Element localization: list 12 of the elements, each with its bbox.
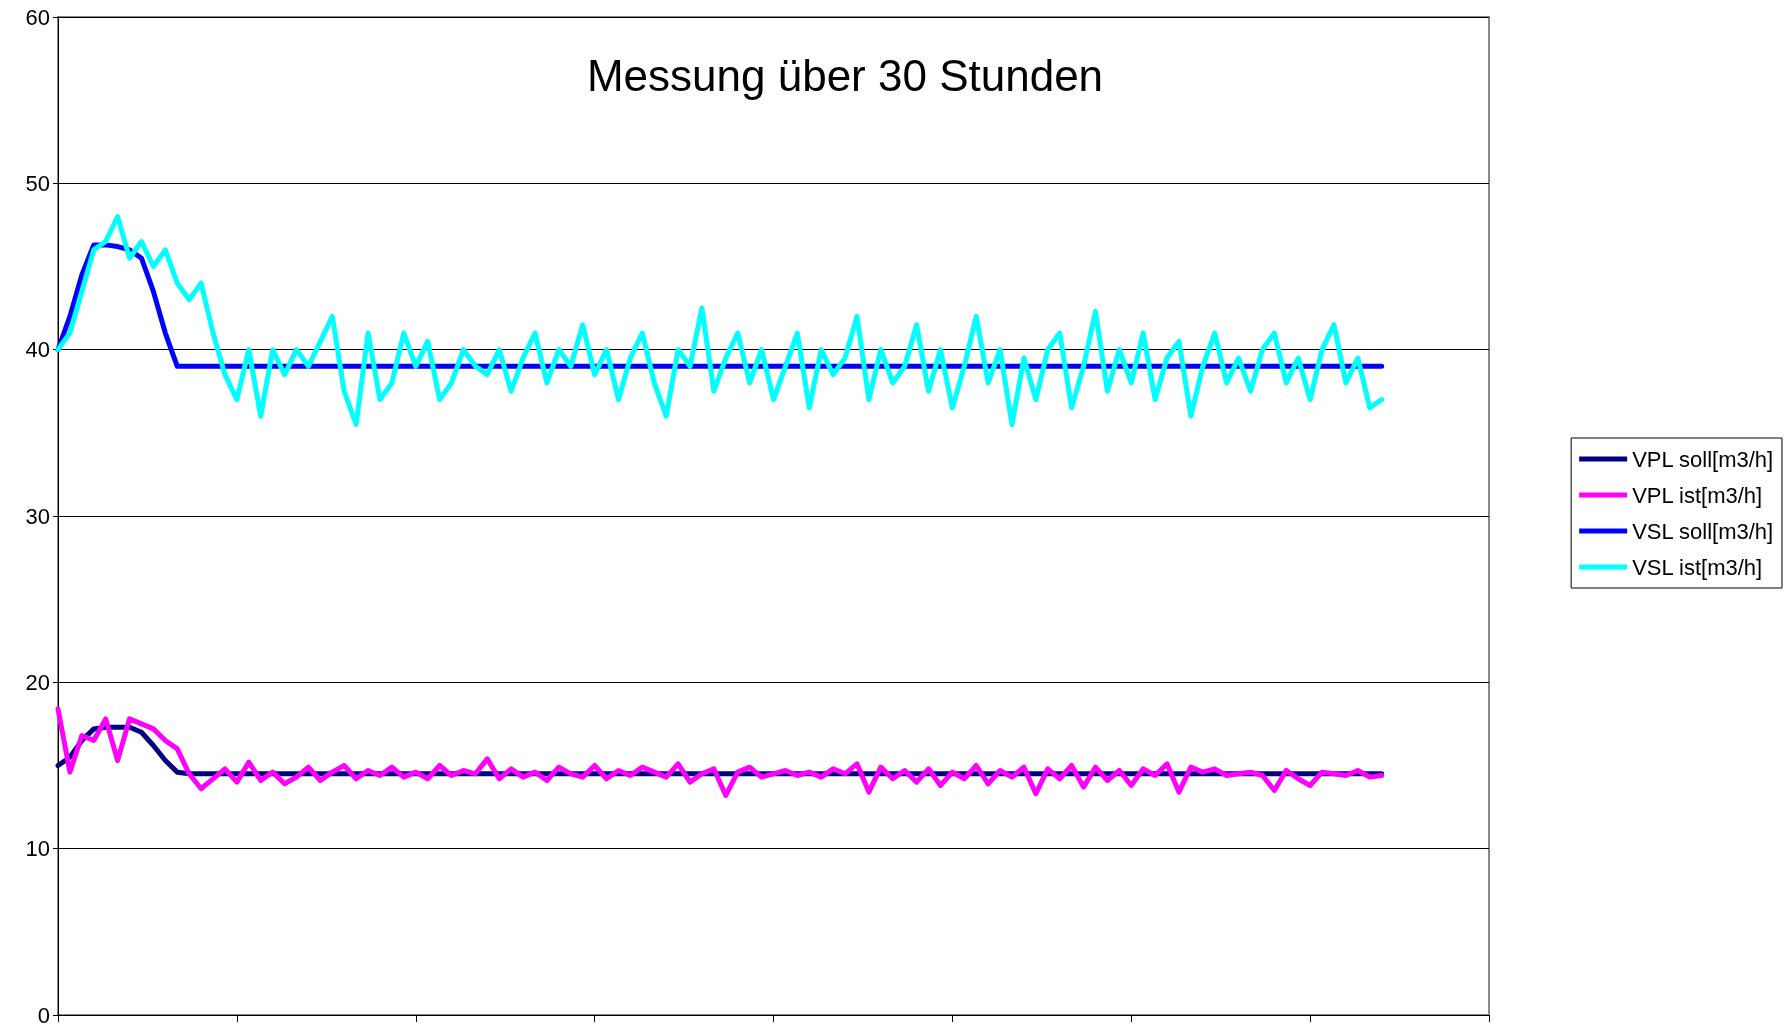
y-tick-label: 60 xyxy=(25,4,50,30)
y-tick-label: 30 xyxy=(25,503,50,529)
legend-label: VPL soll[m3/h] xyxy=(1632,446,1774,472)
legend-label: VSL ist[m3/h] xyxy=(1632,554,1763,580)
legend-label: VPL ist[m3/h] xyxy=(1632,482,1763,508)
y-tick-label: 50 xyxy=(25,170,50,196)
y-tick-label: 20 xyxy=(25,669,50,695)
text: Messung über 30 Stunden xyxy=(586,50,1104,100)
y-tick-label: 40 xyxy=(25,337,50,363)
y-tick-label: 10 xyxy=(25,836,50,862)
legend-label: VSL soll[m3/h] xyxy=(1632,518,1774,544)
y-tick-label: 0 xyxy=(37,1002,50,1026)
